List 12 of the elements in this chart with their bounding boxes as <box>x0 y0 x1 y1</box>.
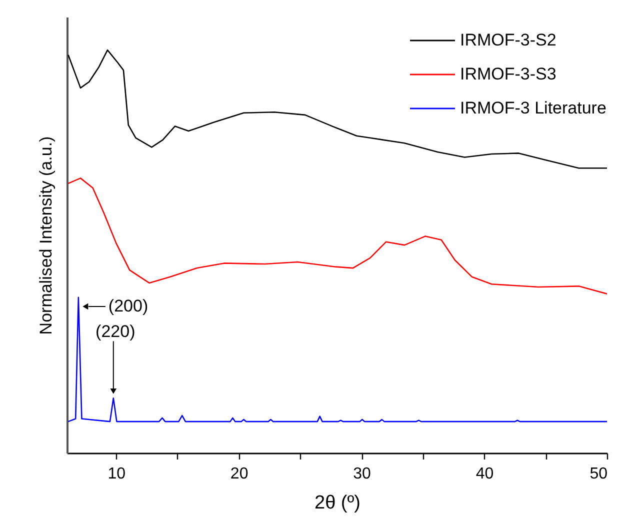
x-tick-label: 30 <box>353 466 372 482</box>
x-tick-label: 10 <box>108 466 126 482</box>
legend-label: IRMOF-3-S3 <box>460 64 556 84</box>
x-tick-label: 20 <box>230 466 248 482</box>
x-axis-title: 2θ (º) <box>314 492 361 514</box>
x-tick-label: 40 <box>476 466 494 482</box>
legend-label: IRMOF-3 Literature <box>460 98 606 118</box>
y-axis-title: Normalised Intensity (a.u.) <box>36 136 56 335</box>
x-tick-label: 50 <box>590 466 608 482</box>
legend-label: IRMOF-3-S2 <box>460 30 556 50</box>
annotation: (200) <box>108 296 148 316</box>
annotation: (220) <box>96 322 136 342</box>
